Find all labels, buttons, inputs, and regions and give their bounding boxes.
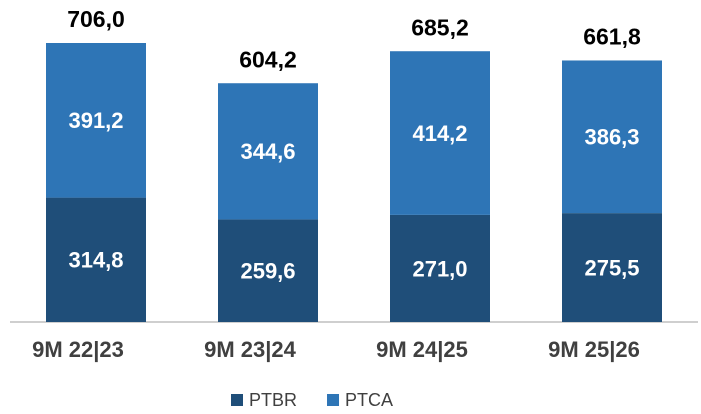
bar-segment bbox=[390, 51, 490, 215]
total-label: 604,2 bbox=[239, 46, 297, 72]
bar-segment bbox=[218, 83, 318, 220]
data-label: 391,2 bbox=[68, 108, 123, 133]
x-tick-label: 9M 25|26 bbox=[548, 337, 640, 362]
x-tick-label: 9M 22|23 bbox=[32, 337, 124, 362]
total-label: 685,2 bbox=[411, 14, 469, 40]
legend-swatch bbox=[231, 394, 243, 406]
x-tick-label: 9M 23|24 bbox=[204, 337, 297, 362]
data-label: 275,5 bbox=[584, 255, 639, 280]
data-label: 259,6 bbox=[240, 259, 295, 284]
x-tick-label: 9M 24|25 bbox=[376, 337, 468, 362]
bar-segment bbox=[218, 219, 318, 322]
data-label: 271,0 bbox=[412, 256, 467, 281]
total-label: 706,0 bbox=[67, 6, 125, 32]
data-label: 314,8 bbox=[68, 248, 123, 273]
legend-swatch bbox=[327, 394, 340, 406]
bar-segment bbox=[46, 43, 146, 198]
bar-segment bbox=[562, 60, 662, 214]
total-label: 661,8 bbox=[583, 24, 641, 50]
data-label: 414,2 bbox=[412, 121, 467, 146]
data-label: 344,6 bbox=[240, 139, 295, 164]
data-label: 386,3 bbox=[584, 125, 639, 150]
bar-segment bbox=[46, 197, 146, 322]
legend-label: PTCA bbox=[345, 390, 393, 410]
bar-segment bbox=[562, 213, 662, 322]
legend-label: PTBR bbox=[249, 390, 297, 410]
bar-segment bbox=[390, 214, 490, 322]
